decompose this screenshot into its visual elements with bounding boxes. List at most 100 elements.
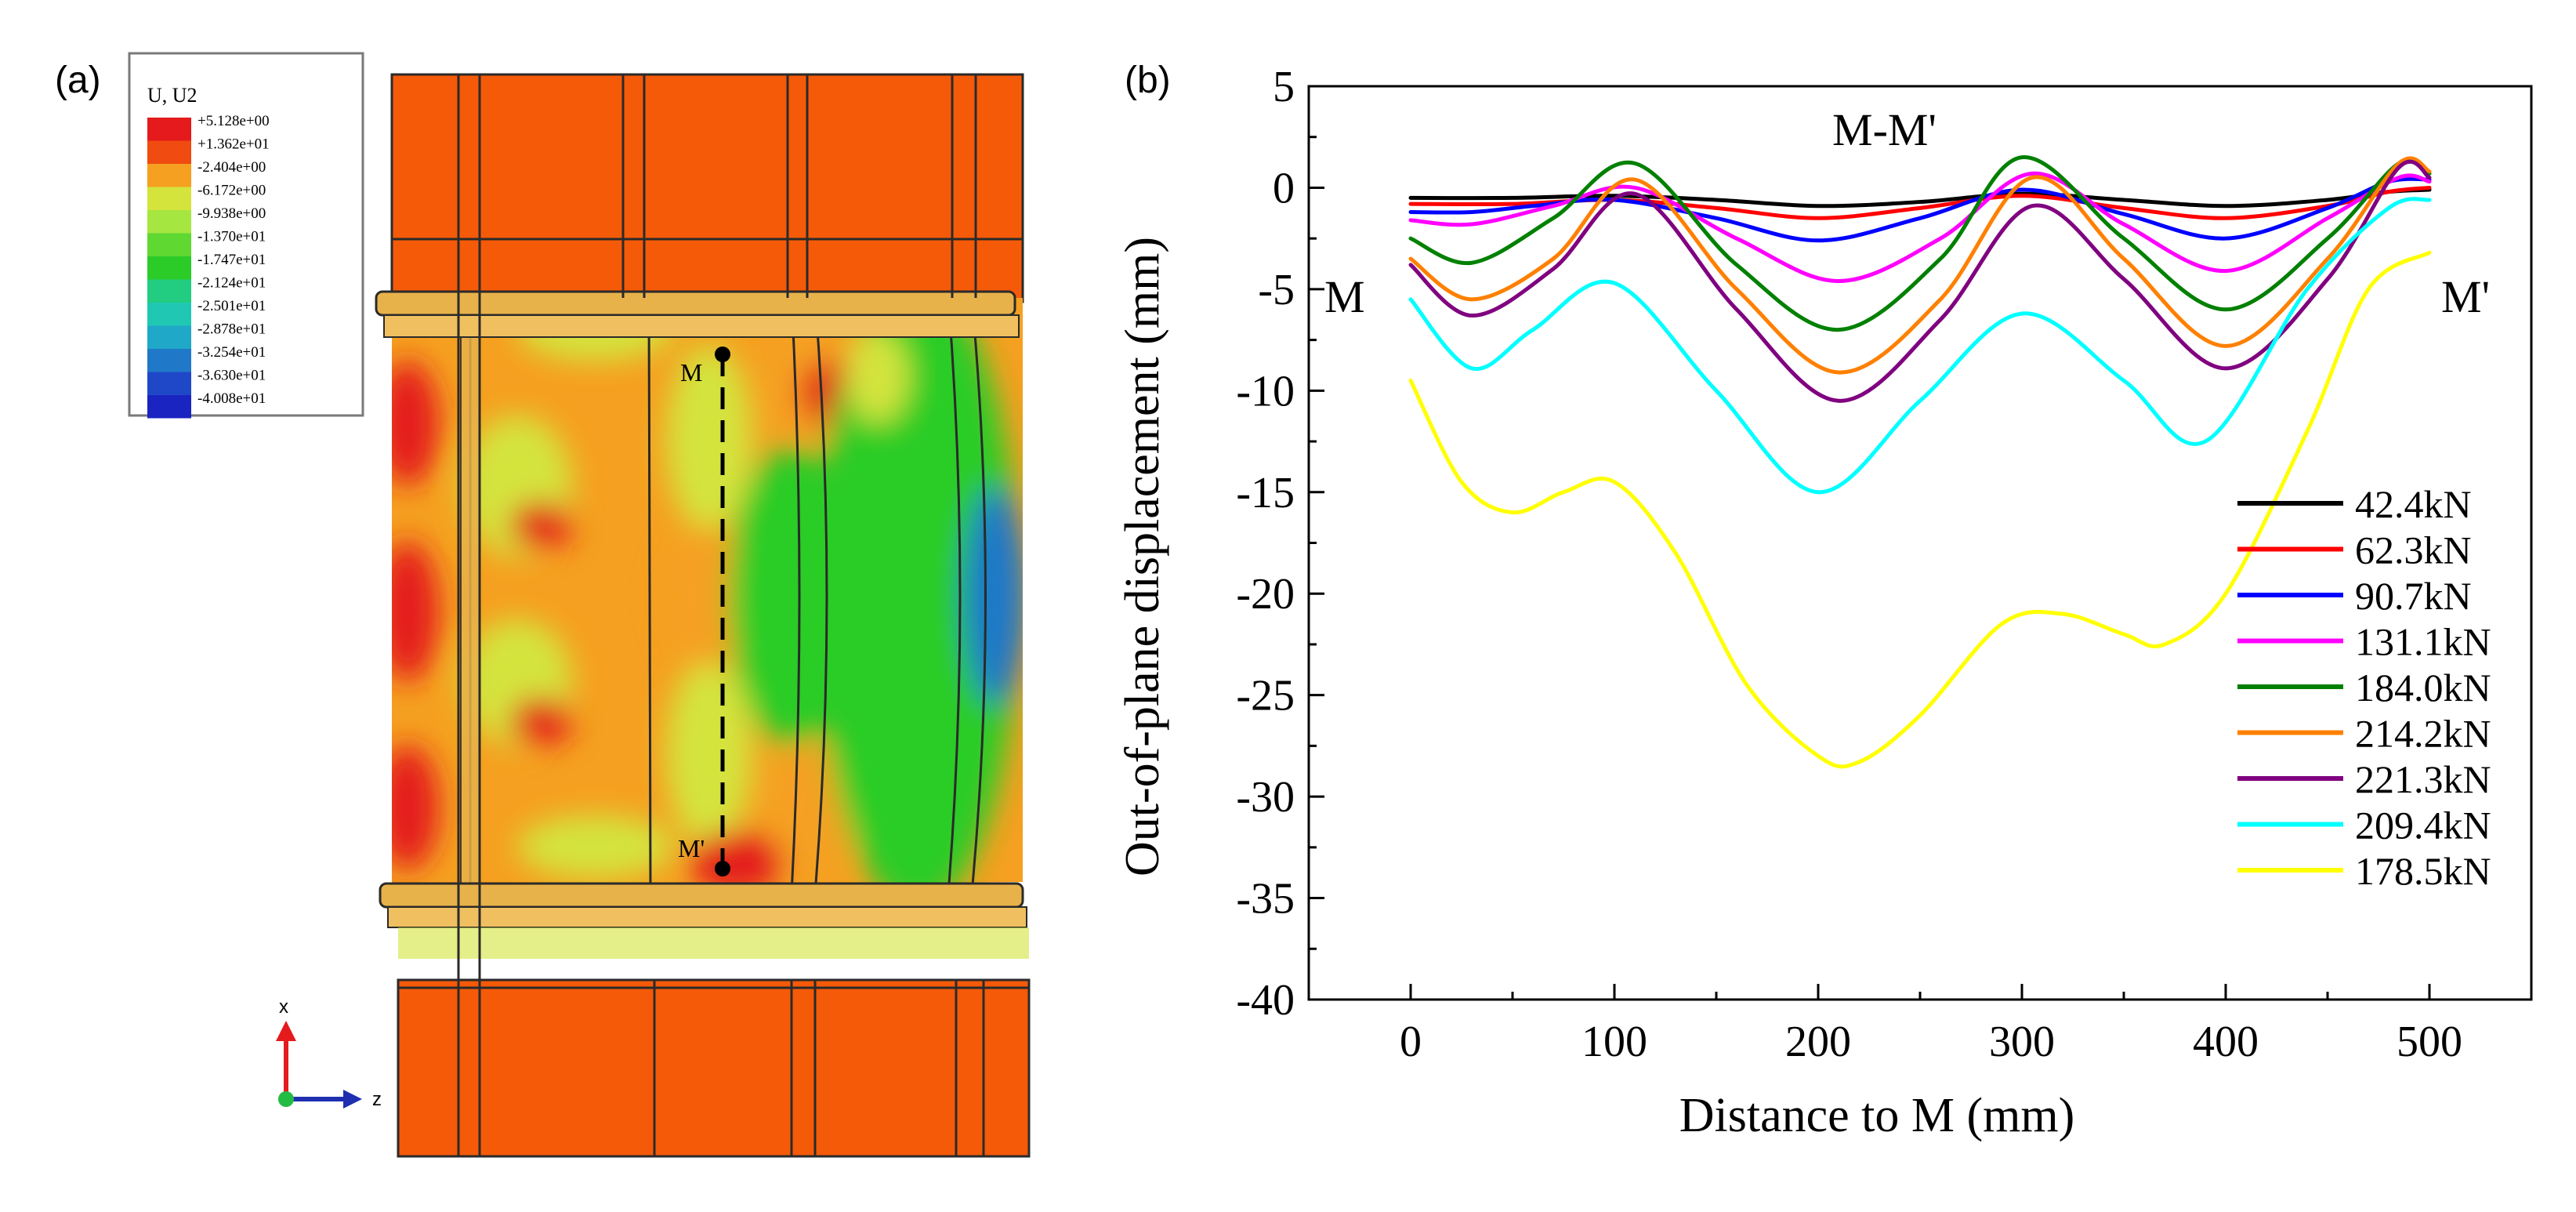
x-tick-label: 500 — [2397, 1018, 2462, 1066]
point-m-prime-marker — [715, 861, 730, 876]
legend-swatch — [147, 210, 191, 234]
upper-end-plate — [390, 73, 1024, 303]
legend-label: 90.7kN — [2355, 574, 2472, 618]
y-tick-label: 5 — [1273, 63, 1295, 111]
legend-swatch-label: -6.172e+00 — [197, 183, 266, 199]
y-tick-label: -25 — [1236, 672, 1295, 720]
right-end-label: M' — [2441, 271, 2490, 322]
field-patch-yellow — [846, 329, 909, 423]
legend-swatch-label: -2.878e+01 — [197, 321, 266, 338]
field-patch-yellow — [666, 659, 752, 847]
frame-lines — [457, 74, 985, 1156]
x-tick-label: 100 — [1581, 1018, 1647, 1066]
legend-swatch-label: -9.938e+00 — [197, 205, 266, 222]
legend-swatch — [147, 233, 191, 256]
legend-swatch-label: -3.254e+01 — [197, 344, 266, 361]
legend-swatch — [147, 325, 191, 349]
series-line-42.4kN — [1408, 187, 2432, 209]
point-m-marker — [715, 347, 730, 362]
field-patch-red — [509, 502, 572, 549]
chart-panel: (b) 0 100 200 300 400 500 5 0 -5 -10 -15 -20 -25 -30 -… — [1116, 60, 2533, 1142]
plot-frame — [1307, 85, 2533, 1001]
x-tick-label: 0 — [1400, 1018, 1422, 1066]
legend-swatch-label: -2.404e+00 — [197, 159, 266, 176]
point-m-label: M — [680, 358, 702, 386]
upper-stiffener-bar — [375, 290, 1020, 338]
series-line-90.7kN — [1408, 176, 2432, 243]
legend-label: 178.5kN — [2355, 849, 2491, 893]
coordinate-triad: x z — [276, 996, 382, 1110]
panel-b-label: (b) — [1125, 60, 1171, 101]
left-end-label: M — [1324, 271, 1365, 322]
y-tick-label: -20 — [1236, 570, 1295, 619]
y-axis-dot-icon — [278, 1091, 294, 1107]
legend-swatch-label: -2.124e+01 — [197, 275, 266, 292]
legend-swatch — [147, 395, 191, 419]
x-axis-arrow-icon — [276, 1021, 296, 1041]
field-patch-red — [392, 541, 439, 682]
legend-swatch — [147, 187, 191, 210]
legend-swatch-label: -1.370e+01 — [197, 229, 266, 245]
y-tick-label: 0 — [1273, 164, 1295, 212]
field-patch-blue — [964, 486, 1023, 706]
fem-panel: (a) U, U2 +5.128e+00 +1.362e+01 -2.404e+00… — [55, 52, 1031, 1158]
field-patch-red — [392, 745, 439, 870]
legend-swatch — [147, 303, 191, 326]
z-axis-label: z — [372, 1089, 382, 1110]
x-axis-title: Distance to M (mm) — [1679, 1089, 2075, 1142]
legend-swatch — [147, 349, 191, 372]
upper-end-block — [390, 73, 1024, 303]
y-tick-label: -10 — [1236, 367, 1295, 415]
y-tick-label: -30 — [1236, 773, 1295, 822]
field-patch-green — [815, 294, 1019, 886]
lower-stiffener-bar — [379, 882, 1027, 928]
series-line-214.2kN — [1408, 156, 2432, 375]
legend-swatch — [147, 140, 191, 164]
legend-swatch-label: +1.362e+01 — [197, 136, 270, 153]
contour-legend-title: U, U2 — [147, 84, 197, 107]
y-tick-label: -35 — [1236, 875, 1295, 924]
x-tick-label: 200 — [1785, 1018, 1851, 1066]
y-tick-label: -40 — [1236, 976, 1295, 1025]
series-line-184.0kN — [1408, 155, 2432, 332]
legend-label: 184.0kN — [2355, 666, 2491, 709]
legend-swatch-label: +5.128e+00 — [197, 113, 270, 129]
field-patch-red — [392, 361, 439, 486]
legend-swatch — [147, 372, 191, 395]
x-tick-label: 400 — [2193, 1018, 2259, 1066]
contour-field — [392, 294, 1023, 886]
y-tick-label: -15 — [1236, 469, 1295, 517]
legend-swatch-label: -3.630e+01 — [197, 368, 266, 384]
field-patch-red — [509, 698, 572, 745]
y-axis-title: Out-of-plane displacement (mm) — [1116, 237, 1169, 876]
vertical-stiffeners — [460, 297, 480, 886]
legend-swatch-label: -4.008e+01 — [197, 390, 266, 407]
z-axis-arrow-icon — [343, 1090, 362, 1109]
legend-label: 209.4kN — [2355, 804, 2491, 847]
contour-legend: U, U2 +5.128e+00 +1.362e+01 -2.404e+00 -6.1… — [128, 52, 364, 419]
chart: 0 100 200 300 400 500 5 0 -5 -10 -15 -20 -25 -30 -35 -4… — [1236, 63, 2533, 1066]
legend-swatch — [147, 256, 191, 280]
lower-end-plate — [397, 978, 1031, 1158]
series-line-221.3kN — [1408, 159, 2432, 403]
legend-label: 221.3kN — [2355, 757, 2491, 801]
legend-swatch-label: -2.501e+01 — [197, 298, 266, 314]
x-tick-label: 300 — [1989, 1018, 2055, 1066]
section-title: M-M' — [1832, 104, 1937, 155]
section-line: M M' — [678, 347, 730, 876]
lower-end-block — [397, 927, 1031, 1158]
legend-label: 131.1kN — [2355, 620, 2491, 664]
series-line-178.5kN — [1408, 250, 2432, 769]
x-axis-label: x — [279, 996, 288, 1018]
series-line-209.4kN — [1408, 197, 2432, 495]
field-patch-red — [690, 831, 784, 886]
legend-swatch-label: -1.747e+01 — [197, 252, 266, 268]
field-patch-yellow — [666, 345, 752, 533]
legend-swatch — [147, 279, 191, 303]
y-tick-label: -5 — [1258, 266, 1295, 314]
point-m-prime-label: M' — [678, 834, 705, 862]
legend-swatch — [147, 164, 191, 187]
legend-swatch — [147, 118, 191, 141]
legend-label: 42.4kN — [2355, 482, 2472, 526]
